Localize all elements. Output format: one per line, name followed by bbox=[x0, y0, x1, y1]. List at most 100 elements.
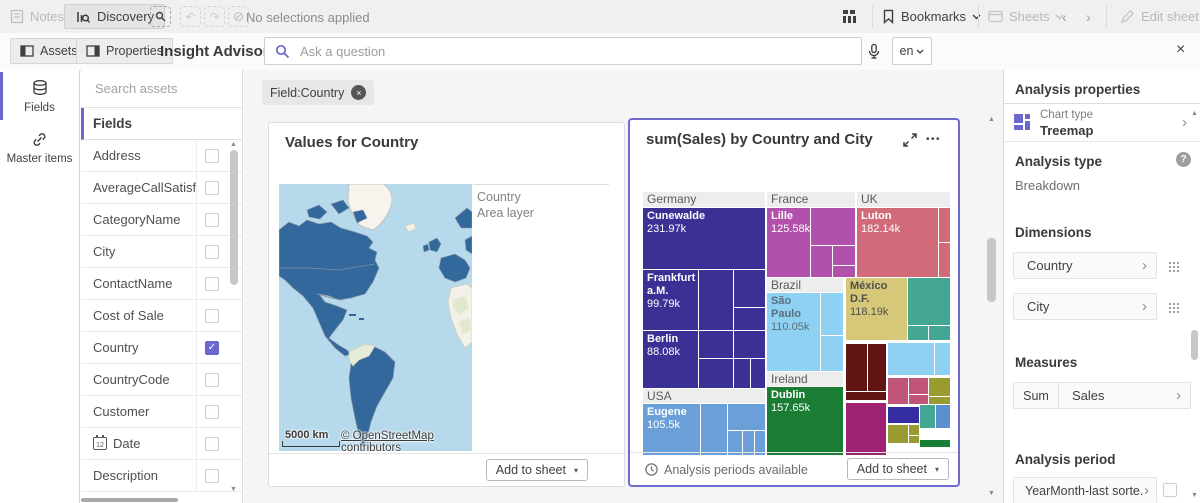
dimension-City[interactable]: City› bbox=[1013, 293, 1157, 320]
scroll-down-arrow[interactable]: ▼ bbox=[988, 490, 995, 497]
panel-scrollbar[interactable] bbox=[1191, 330, 1198, 360]
field-checkbox-AverageCallSatisfa...[interactable] bbox=[205, 181, 219, 195]
field-checkbox-CountryCode[interactable] bbox=[205, 373, 219, 387]
treemap-cell[interactable] bbox=[909, 436, 919, 443]
treemap-chart-card[interactable]: sum(Sales) by Country and City ••• Germa… bbox=[628, 118, 960, 487]
app-navigation-icon[interactable] bbox=[842, 9, 859, 24]
field-row-Date[interactable]: 12Date bbox=[81, 428, 242, 460]
measure-row[interactable]: Sum Sales › bbox=[1013, 382, 1191, 409]
treemap-cell[interactable] bbox=[939, 208, 950, 242]
properties-button[interactable]: Properties bbox=[76, 38, 173, 64]
map-chart-card[interactable]: Values for Country Country Area layer bbox=[268, 122, 625, 487]
treemap-cell-Cunewalde[interactable]: Cunewalde231.97k bbox=[643, 208, 765, 269]
drag-handle-icon[interactable] bbox=[1167, 260, 1179, 272]
treemap-cell-México D.F.[interactable]: México D.F.118.19k bbox=[846, 278, 907, 340]
treemap-cell[interactable] bbox=[888, 343, 934, 375]
treemap-cell[interactable] bbox=[734, 331, 765, 358]
treemap-cell[interactable] bbox=[821, 336, 843, 371]
treemap-cell[interactable] bbox=[909, 395, 928, 404]
treemap-cell[interactable] bbox=[908, 278, 950, 325]
field-row-Cost of Sale[interactable]: Cost of Sale bbox=[81, 300, 242, 332]
filter-chip[interactable]: Field:Country × bbox=[262, 80, 374, 105]
field-checkbox-City[interactable] bbox=[205, 245, 219, 259]
treemap-cell-Eugene[interactable]: Eugene105.5k bbox=[643, 404, 700, 455]
treemap-cell[interactable] bbox=[811, 246, 832, 277]
edit-sheet-button[interactable]: Edit sheet bbox=[1120, 4, 1199, 29]
field-row-City[interactable]: City bbox=[81, 236, 242, 268]
bookmarks-button[interactable]: Bookmarks bbox=[882, 4, 981, 29]
tab-master-items[interactable]: Master items bbox=[0, 122, 79, 174]
scroll-up-arrow[interactable]: ▲ bbox=[988, 116, 995, 123]
treemap-cell[interactable] bbox=[846, 344, 867, 391]
treemap-cell[interactable] bbox=[909, 425, 919, 435]
more-menu-icon[interactable]: ••• bbox=[926, 134, 941, 145]
next-sheet-button[interactable]: › bbox=[1086, 9, 1091, 25]
treemap-cell-Lille[interactable]: Lille125.58k bbox=[767, 208, 810, 277]
analysis-period-row[interactable]: YearMonth-last sorte... › bbox=[1013, 477, 1157, 503]
map-add-to-sheet-button[interactable]: Add to sheet ▾ bbox=[486, 459, 588, 481]
scroll-down-arrow[interactable]: ▼ bbox=[230, 486, 237, 493]
treemap-cell[interactable] bbox=[929, 326, 950, 340]
ask-question-input[interactable] bbox=[298, 43, 861, 60]
treemap-cell[interactable] bbox=[734, 308, 765, 330]
expand-icon[interactable] bbox=[902, 132, 918, 148]
treemap-cell[interactable] bbox=[699, 270, 733, 330]
treemap-cell[interactable] bbox=[821, 293, 843, 335]
treemap-cell[interactable] bbox=[699, 359, 733, 388]
treemap-cell[interactable] bbox=[699, 331, 733, 358]
help-icon[interactable]: ? bbox=[1176, 152, 1191, 167]
field-checkbox-Date[interactable] bbox=[205, 437, 219, 451]
close-icon[interactable]: × bbox=[1176, 41, 1185, 59]
treemap-cell[interactable] bbox=[734, 270, 765, 307]
previous-sheet-button[interactable]: ‹ bbox=[1062, 9, 1067, 25]
treemap-cell-São Paulo[interactable]: São Paulo110.05k bbox=[767, 293, 820, 371]
treemap-cell[interactable] bbox=[908, 326, 928, 340]
treemap-cell[interactable] bbox=[833, 266, 855, 277]
map-attribution-link[interactable]: © OpenStreetMap contributors bbox=[341, 430, 472, 451]
microphone-icon[interactable] bbox=[866, 43, 882, 60]
treemap-cell[interactable] bbox=[868, 344, 886, 391]
fields-section-header[interactable]: Fields bbox=[81, 108, 242, 140]
measure-aggregation[interactable]: Sum bbox=[1014, 383, 1059, 408]
main-scrollbar[interactable] bbox=[987, 238, 996, 302]
treemap-cell[interactable] bbox=[939, 243, 950, 277]
treemap-cell[interactable] bbox=[751, 359, 765, 388]
field-row-Country[interactable]: Country✓ bbox=[81, 332, 242, 364]
field-checkbox-Cost of Sale[interactable] bbox=[205, 309, 219, 323]
analysis-period-checkbox[interactable] bbox=[1163, 483, 1177, 497]
treemap-cell-Luton[interactable]: Luton182.14k bbox=[857, 208, 938, 277]
notes-button[interactable]: Notes bbox=[10, 4, 64, 29]
treemap-add-to-sheet-button[interactable]: Add to sheet ▾ bbox=[847, 458, 949, 480]
undo-button[interactable]: ↶ bbox=[180, 6, 201, 27]
treemap-cell-Frankfurt a.M.[interactable]: Frankfurt a.M.99.79k bbox=[643, 270, 698, 330]
field-row-Customer[interactable]: Customer bbox=[81, 396, 242, 428]
redo-button[interactable]: ↷ bbox=[204, 6, 225, 27]
field-checkbox-Customer[interactable] bbox=[205, 405, 219, 419]
field-checkbox-Description[interactable] bbox=[205, 469, 219, 483]
treemap-cell[interactable] bbox=[909, 378, 928, 394]
field-row-AverageCallSatisfa...[interactable]: AverageCallSatisfa... bbox=[81, 172, 242, 204]
field-checkbox-Country[interactable]: ✓ bbox=[205, 341, 219, 355]
treemap-cell-Berlin[interactable]: Berlin88.08k bbox=[643, 331, 698, 388]
field-row-Description[interactable]: Description bbox=[81, 460, 242, 492]
chart-type-row[interactable]: Chart type Treemap › bbox=[1004, 104, 1200, 142]
scroll-up-arrow[interactable]: ▲ bbox=[1191, 110, 1198, 117]
dimension-Country[interactable]: Country› bbox=[1013, 252, 1157, 279]
treemap-cell[interactable] bbox=[888, 407, 919, 423]
treemap-cell[interactable] bbox=[811, 208, 855, 245]
field-row-ContactName[interactable]: ContactName bbox=[81, 268, 242, 300]
treemap-cell[interactable] bbox=[846, 403, 886, 455]
treemap-cell[interactable] bbox=[920, 440, 950, 447]
scroll-up-arrow[interactable]: ▲ bbox=[230, 141, 237, 148]
treemap-cell[interactable] bbox=[929, 378, 950, 396]
remove-filter-icon[interactable]: × bbox=[351, 85, 366, 100]
field-checkbox-Address[interactable] bbox=[205, 149, 219, 163]
field-checkbox-ContactName[interactable] bbox=[205, 277, 219, 291]
field-list-scrollbar[interactable] bbox=[230, 150, 238, 285]
treemap-cell[interactable] bbox=[935, 343, 950, 375]
treemap-cell[interactable] bbox=[888, 425, 908, 443]
field-checkbox-CategoryName[interactable] bbox=[205, 213, 219, 227]
treemap-cell[interactable] bbox=[936, 405, 950, 428]
field-row-CountryCode[interactable]: CountryCode bbox=[81, 364, 242, 396]
field-row-Address[interactable]: Address bbox=[81, 140, 242, 172]
